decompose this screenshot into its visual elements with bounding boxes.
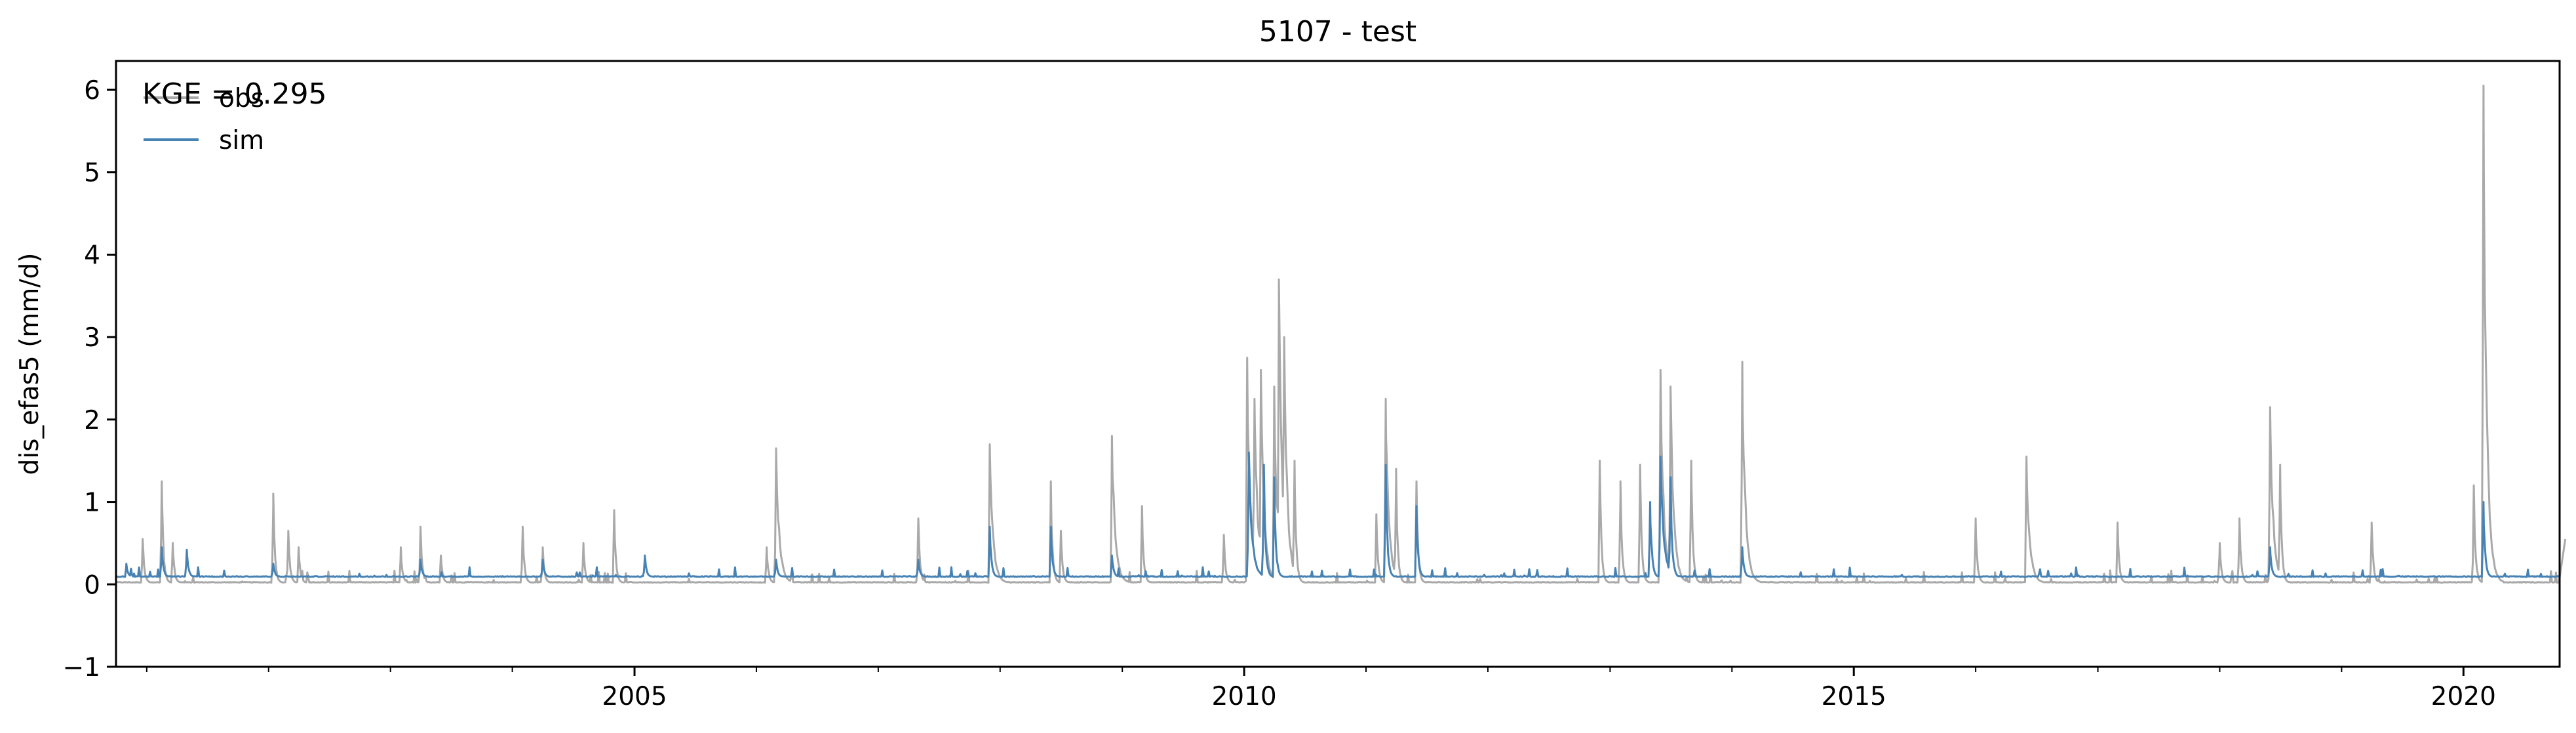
y-tick-label: 2 (84, 406, 100, 435)
series-line-sim (115, 451, 2560, 578)
chart-title: 5107 - test (1259, 15, 1416, 49)
y-tick-label: 3 (84, 323, 100, 353)
x-tick-label: 2015 (1822, 682, 1886, 711)
kge-annotation: KGE = 0.295 (142, 77, 327, 111)
y-tick-label: 1 (84, 488, 100, 518)
legend-label-obs: obs (219, 84, 264, 113)
x-tick-label: 2010 (1211, 682, 1276, 711)
legend: obs sim (144, 84, 264, 155)
y-axis-label: dis_efas5 (mm/d) (15, 253, 45, 475)
y-tick-label: −1 (63, 653, 101, 683)
y-tick-label: 0 (84, 570, 100, 600)
plot-frame (115, 60, 2561, 668)
y-axis: −1 0 1 2 3 4 5 6 (63, 76, 116, 683)
y-tick-label: 4 (84, 241, 100, 270)
x-tick-label: 2005 (602, 682, 667, 711)
x-axis: 2005 2010 2015 2020 (146, 667, 2496, 711)
legend-label-sim: sim (219, 126, 264, 155)
plot-area (115, 60, 2567, 668)
x-tick-label: 2020 (2431, 682, 2496, 711)
series-layer (115, 85, 2567, 584)
y-tick-label: 6 (84, 76, 100, 106)
y-tick-label: 5 (84, 159, 100, 188)
